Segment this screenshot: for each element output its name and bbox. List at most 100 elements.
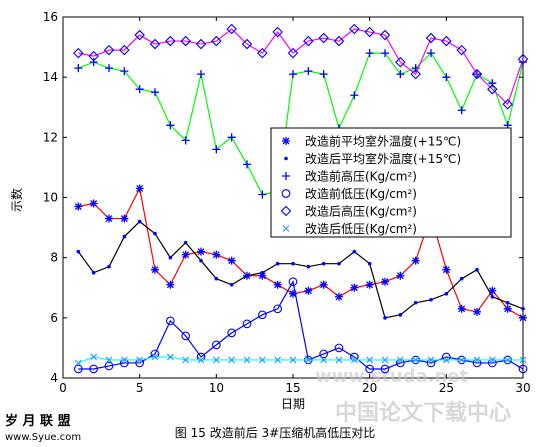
marker-diamond-icon [165, 35, 176, 47]
legend-item: 改造后低压(Kg/cm²) [282, 222, 417, 236]
marker-x-icon [427, 356, 435, 364]
data-point [105, 64, 113, 73]
data-point [475, 267, 479, 272]
marker-star-icon [120, 214, 129, 223]
marker-star-icon [135, 184, 144, 193]
data-point [426, 358, 436, 368]
legend-label: 改造后平均室外温度(+15℃) [305, 151, 461, 166]
data-point [367, 261, 372, 266]
data-point [168, 255, 173, 260]
data-point [73, 47, 84, 59]
marker-dot-icon [475, 267, 479, 272]
marker-circle-icon [441, 352, 451, 362]
marker-dot-icon [459, 276, 464, 281]
data-point [349, 23, 360, 35]
legend-label: 改造前低压(Kg/cm²) [305, 186, 417, 201]
marker-dot-icon [383, 316, 387, 320]
legend: 改造前平均室外温度(+15℃) 改造后平均室外温度(+15℃) 改造前高压(Kg/c… [270, 127, 512, 238]
marker-dot-icon [337, 261, 341, 266]
data-point [288, 277, 298, 287]
marker-x-icon [412, 356, 420, 364]
data-point [488, 356, 496, 364]
data-point [304, 286, 313, 295]
marker-dot-icon [260, 270, 265, 275]
series-line [78, 186, 524, 319]
legend-item: 改造前高压(Kg/cm²) [282, 169, 417, 184]
marker-star-icon [212, 250, 221, 259]
x-tick-label: 15 [285, 381, 300, 395]
logo-url-text: www.Syue.com [5, 432, 81, 443]
marker-star-icon [227, 256, 236, 265]
marker-plus-icon [243, 160, 251, 169]
y-tick-label: 12 [43, 130, 58, 144]
data-point [488, 286, 497, 295]
data-point [457, 106, 466, 115]
marker-diamond-icon [471, 68, 483, 80]
marker-dot-icon [490, 294, 495, 299]
marker-diamond-icon [180, 35, 191, 47]
data-point [89, 58, 98, 67]
legend-label: 改造前平均室外温度(+15℃) [305, 134, 461, 149]
data-point [120, 214, 129, 223]
data-point [151, 88, 159, 97]
data-point [488, 79, 497, 88]
data-point [181, 331, 191, 341]
marker-dot-icon [107, 264, 111, 269]
data-point [166, 353, 174, 361]
data-point [320, 356, 328, 364]
marker-plus-icon [319, 70, 328, 79]
data-point [260, 270, 265, 275]
y-axis-label: 示数 [9, 188, 24, 212]
data-point [89, 364, 99, 374]
data-point [412, 356, 420, 364]
legend-label: 改造后高压(Kg/cm²) [305, 204, 417, 219]
data-point [413, 300, 418, 305]
data-point [487, 83, 498, 95]
marker-diamond-icon [195, 38, 207, 50]
marker-x-icon [90, 353, 98, 361]
data-point [104, 361, 114, 371]
marker-x-icon [151, 353, 159, 361]
data-point [135, 358, 145, 368]
marker-star-icon [442, 265, 451, 274]
marker-dot-icon [321, 261, 326, 266]
data-point [303, 35, 314, 47]
data-point [380, 364, 390, 374]
marker-star-icon [365, 280, 374, 289]
marker-circle-icon [181, 331, 191, 341]
marker-plus-icon [365, 49, 374, 58]
data-point [135, 184, 144, 193]
marker-x-icon [350, 356, 358, 364]
data-point [105, 214, 113, 223]
data-point [319, 280, 328, 289]
marker-plus-icon [151, 88, 159, 97]
data-point [88, 50, 99, 62]
marker-diamond-icon [280, 205, 292, 217]
data-point [119, 358, 129, 368]
data-point [429, 297, 433, 302]
data-point [441, 35, 452, 47]
marker-diamond-icon [425, 32, 437, 44]
data-point [444, 291, 449, 296]
marker-plus-icon [181, 136, 190, 145]
data-point [396, 356, 404, 364]
marker-plus-icon [442, 73, 451, 82]
data-point [227, 328, 237, 338]
marker-plus-icon [282, 172, 290, 180]
legend-marker [280, 205, 292, 217]
data-point [122, 234, 127, 239]
marker-plus-icon [212, 145, 221, 154]
data-point [425, 32, 437, 44]
marker-x-icon [320, 356, 328, 364]
marker-star-icon [304, 286, 313, 295]
data-point [504, 356, 512, 364]
marker-circle-icon [104, 361, 114, 371]
marker-x-icon [197, 356, 205, 364]
legend-item: 改造后高压(Kg/cm²) [280, 204, 417, 219]
y-tick-label: 8 [50, 251, 58, 265]
data-point [319, 70, 328, 79]
data-point [521, 307, 525, 311]
data-point [289, 356, 297, 364]
marker-x-icon [166, 353, 174, 361]
y-tick-label: 16 [43, 10, 58, 24]
